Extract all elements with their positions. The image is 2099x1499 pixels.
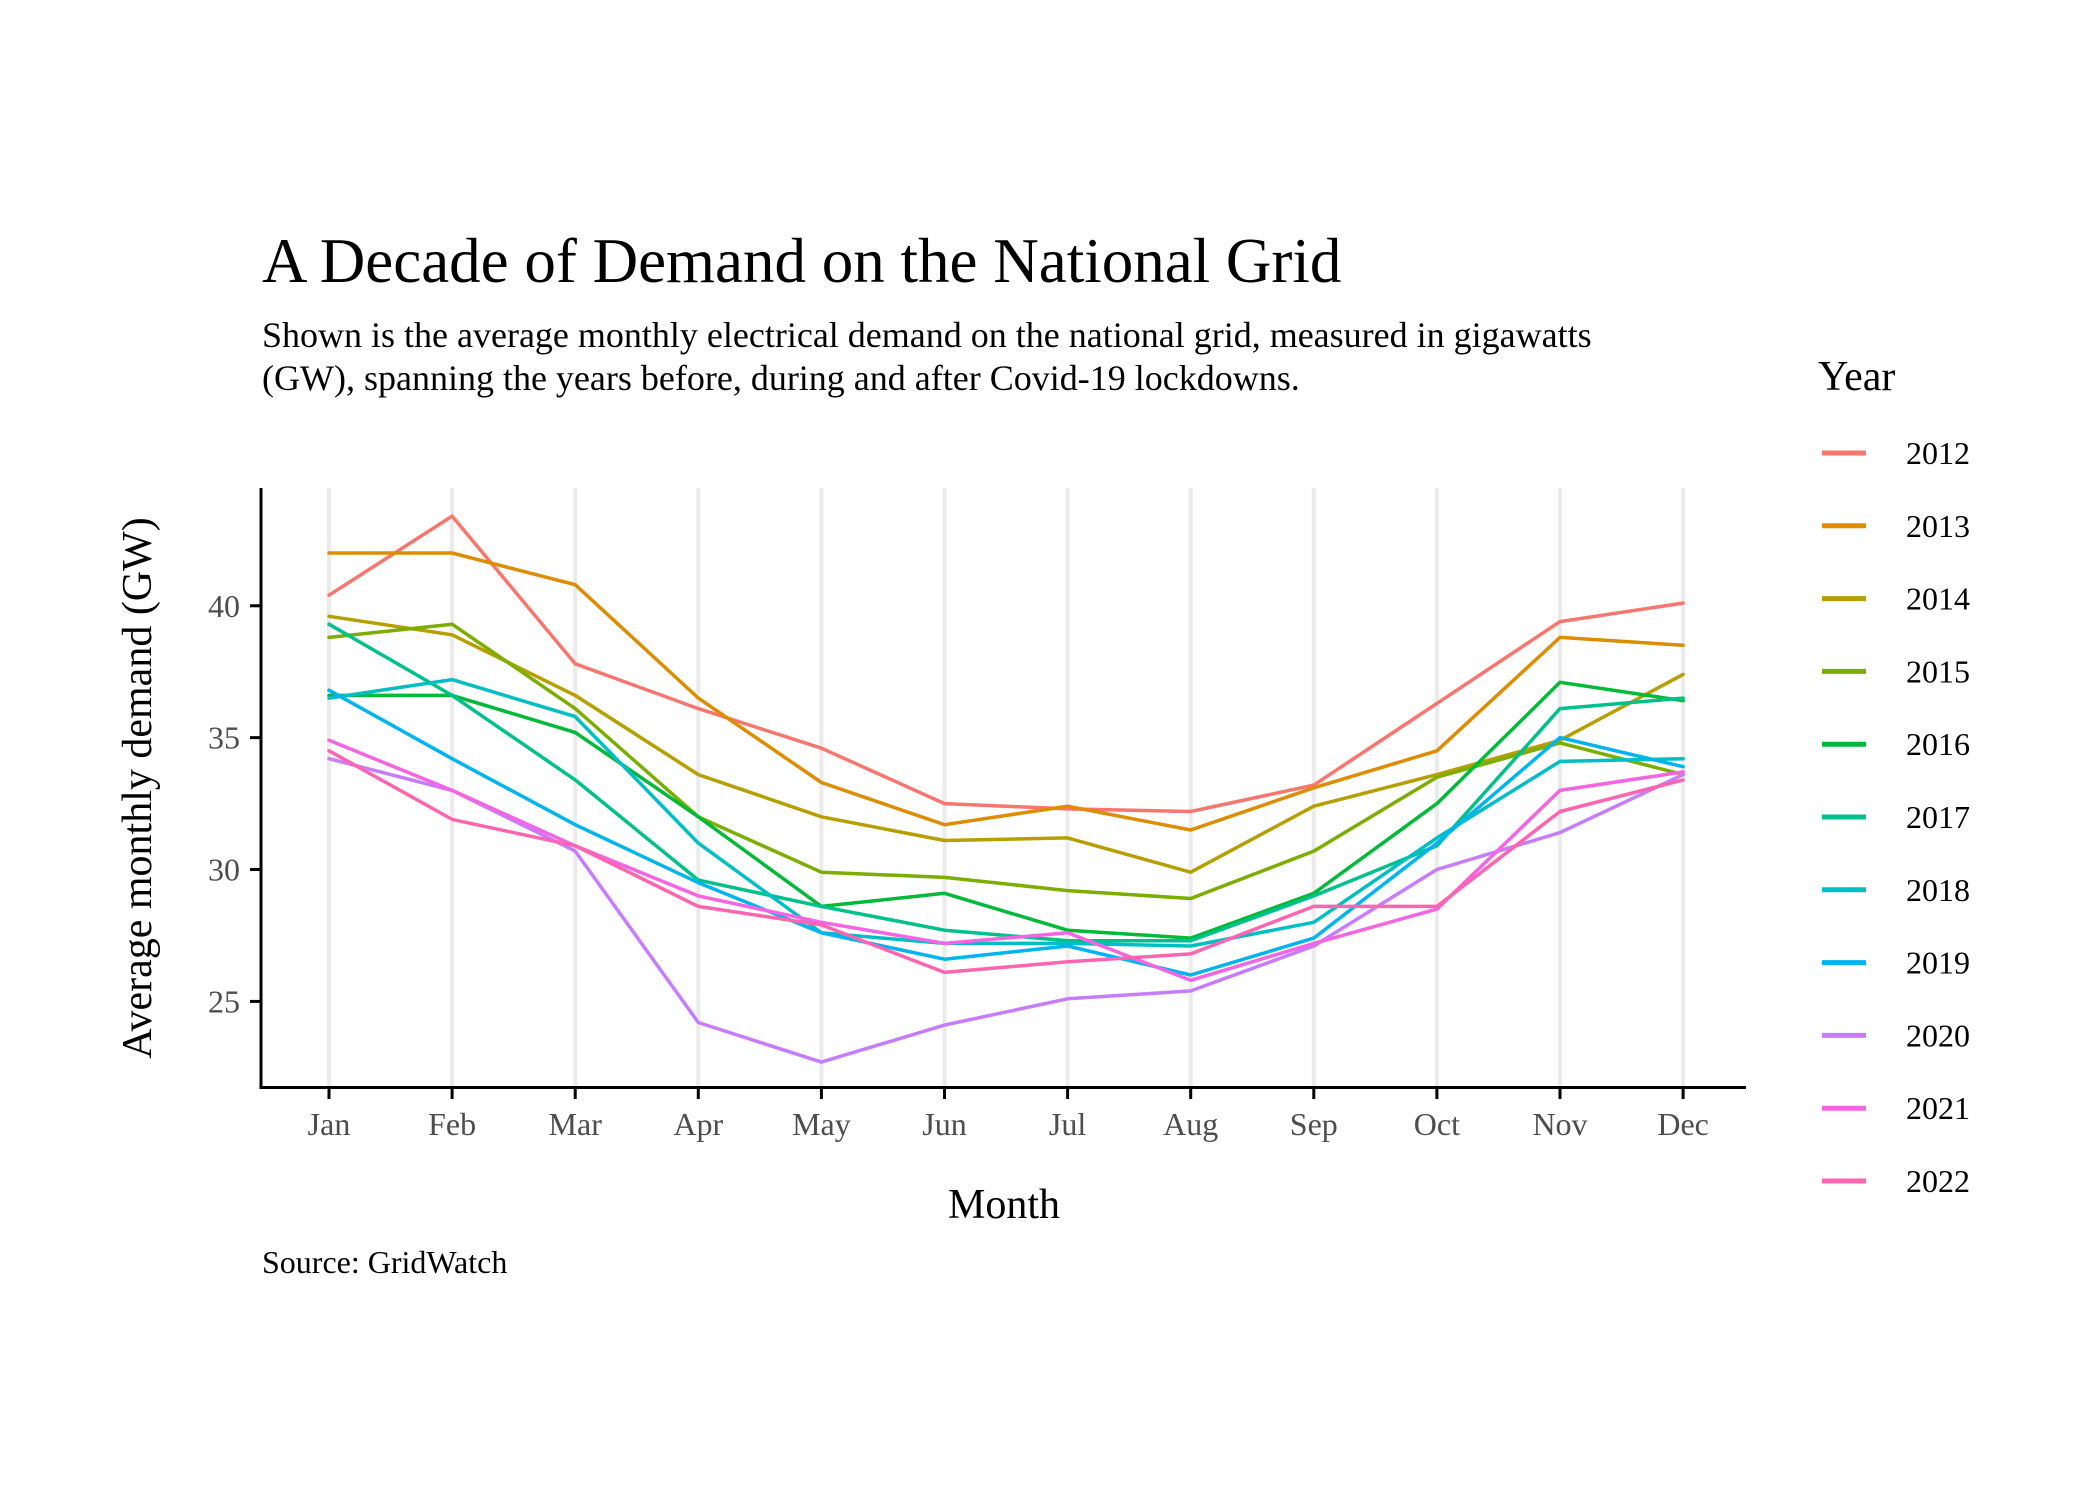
series-line-2016 [327,680,1685,940]
x-tick-label-feb: Feb [428,1106,476,1142]
series-line-2014 [327,614,1685,874]
series-line-2017 [327,622,1685,943]
x-tick-label-jun: Jun [922,1106,966,1142]
legend-label-2019: 2019 [1906,945,1970,981]
legend-label-2016: 2016 [1906,726,1970,762]
plot-panel: 25 30 35 40 Jan Feb Mar Apr May Jun Jul Aug Sep Oct N… [208,488,1746,1142]
series-line-2015 [327,622,1685,901]
x-tick-label-sep: Sep [1290,1106,1338,1142]
x-tick-label-dec: Dec [1657,1106,1709,1142]
x-tick-label-jul: Jul [1049,1106,1086,1142]
y-axis-ticks: 25 30 35 40 [208,588,260,1019]
x-tick-label-aug: Aug [1163,1106,1218,1142]
x-tick-label-may: May [792,1106,851,1142]
x-tick-label-jan: Jan [308,1106,351,1142]
y-tick-label-30: 30 [208,852,240,888]
legend-label-2020: 2020 [1906,1017,1970,1053]
legend-title: Year [1818,354,1895,400]
x-tick-label-apr: Apr [673,1106,723,1142]
chart-subtitle-line-1: Shown is the average monthly electrical … [262,315,1592,355]
x-axis-title: Month [948,1182,1060,1228]
legend-label-2013: 2013 [1906,508,1970,544]
legend-label-2012: 2012 [1906,435,1970,471]
x-axis-ticks: Jan Feb Mar Apr May Jun Jul Aug Sep Oct Nov Dec [308,1089,1709,1142]
series-lines [327,514,1685,1064]
chart-subtitle-line-2: (GW), spanning the years before, during … [262,358,1300,398]
series-line-2019 [327,688,1685,977]
legend: Year 2012 2013 2014 2015 2016 2017 2018 2019 202… [1818,354,1970,1199]
series-line-2013 [327,551,1685,832]
legend-label-2017: 2017 [1906,799,1970,835]
y-axis-title: Average monthly demand (GW) [115,517,161,1059]
chart-title: A Decade of Demand on the National Grid [262,226,1341,296]
x-tick-label-nov: Nov [1532,1106,1587,1142]
x-tick-label-mar: Mar [549,1106,603,1142]
chart-caption: Source: GridWatch [262,1244,507,1280]
series-line-2022 [327,749,1685,975]
legend-label-2022: 2022 [1906,1163,1970,1199]
legend-label-2015: 2015 [1906,653,1970,689]
legend-label-2018: 2018 [1906,872,1970,908]
x-tick-label-oct: Oct [1414,1106,1460,1142]
legend-label-2021: 2021 [1906,1090,1970,1126]
legend-label-2014: 2014 [1906,581,1970,617]
y-tick-label-25: 25 [208,983,240,1019]
series-line-2012 [327,514,1685,814]
x-gridlines [327,488,1686,1086]
y-tick-label-40: 40 [208,588,240,624]
y-tick-label-35: 35 [208,720,240,756]
legend-items: 2012 2013 2014 2015 2016 2017 2018 2019 2020 2021… [1822,435,1970,1199]
